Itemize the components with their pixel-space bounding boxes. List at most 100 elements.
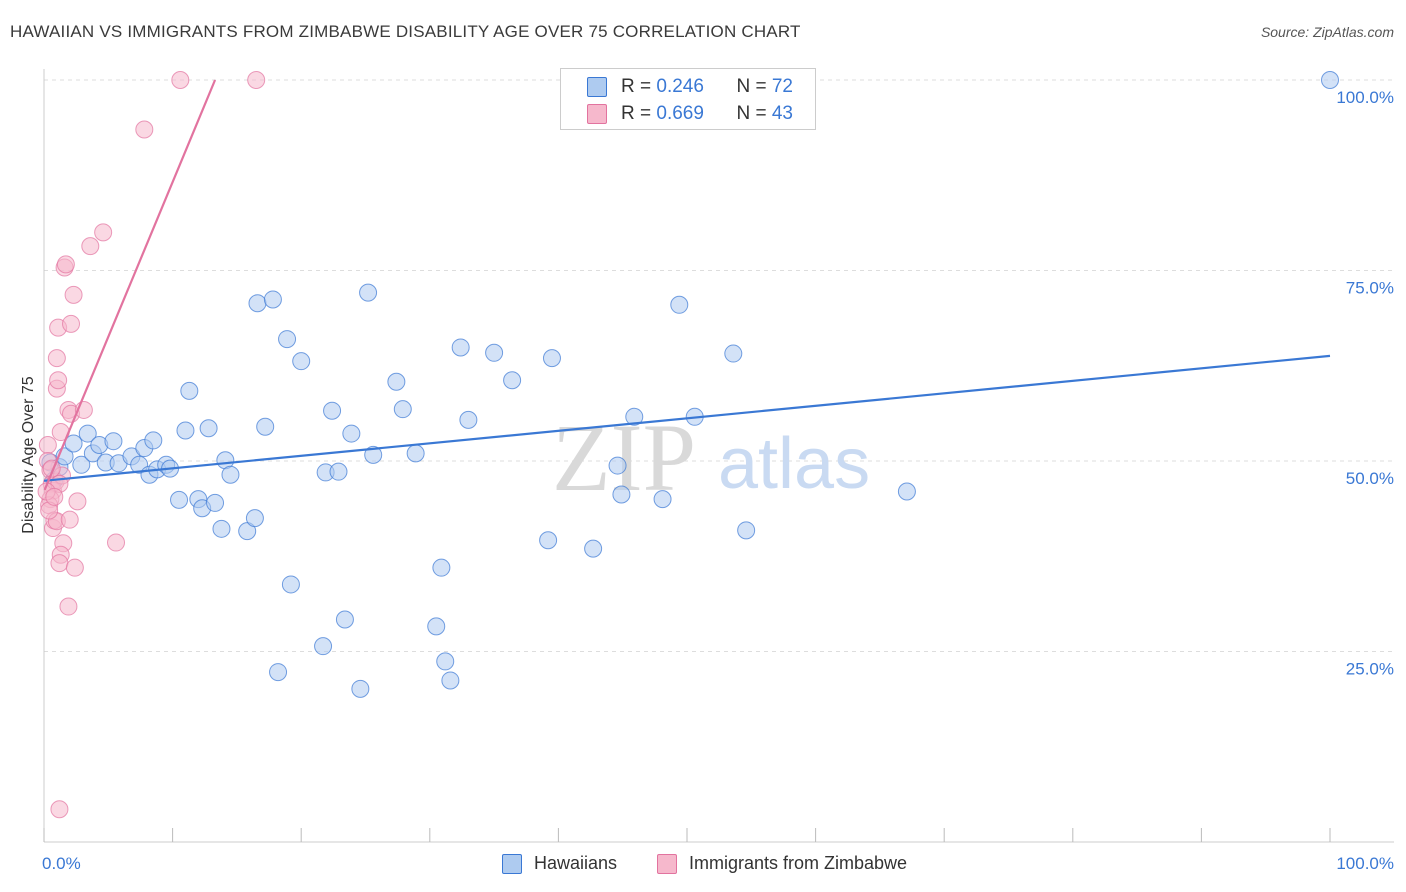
hawaiians-point xyxy=(72,455,91,474)
hawaiians-point xyxy=(221,465,240,484)
n-label: N = xyxy=(736,103,772,124)
zimbabwe-swatch xyxy=(587,104,607,124)
hawaiians-points xyxy=(41,71,1339,698)
zimbabwe-point xyxy=(59,597,78,616)
hawaiians-legend-swatch xyxy=(502,854,522,874)
x-tick-labels: 0.0% 100.0% xyxy=(42,854,1394,873)
zimbabwe-point xyxy=(64,285,83,304)
zimbabwe-point xyxy=(50,800,69,819)
hawaiians-point xyxy=(278,330,297,349)
zimbabwe-point xyxy=(135,120,154,139)
r-value-zimbabwe: 0.669 xyxy=(656,103,704,124)
r-value-hawaiians: 0.246 xyxy=(656,76,704,97)
hawaiians-point xyxy=(314,637,333,656)
hawaiians-point xyxy=(612,485,631,504)
zimbabwe-point xyxy=(56,255,75,274)
hawaiians-point xyxy=(176,421,195,440)
hawaiians-point xyxy=(104,432,123,451)
hawaiians-point xyxy=(359,283,378,302)
zimbabwe-legend-swatch xyxy=(657,854,677,874)
zimbabwe-point xyxy=(38,435,57,454)
hawaiians-point xyxy=(281,575,300,594)
hawaiians-point xyxy=(897,482,916,501)
hawaiians-trend-line xyxy=(43,354,1331,482)
zimbabwe-point xyxy=(94,223,113,242)
hawaiians-point xyxy=(393,400,412,419)
hawaiians-point xyxy=(503,371,522,390)
y-tick-label: 25.0% xyxy=(1346,660,1394,679)
hawaiians-point xyxy=(451,338,470,357)
hawaiians-point xyxy=(269,663,288,682)
zimbabwe-point xyxy=(171,71,190,89)
n-value-hawaiians: 72 xyxy=(771,76,793,97)
zimbabwe-point xyxy=(60,510,79,529)
hawaiians-point xyxy=(199,419,218,438)
hawaiians-point xyxy=(1321,71,1339,89)
zimbabwe-point xyxy=(45,487,64,506)
trend-lines xyxy=(43,79,1331,491)
hawaiians-point xyxy=(737,521,756,540)
hawaiians-point xyxy=(625,407,644,426)
hawaiians-point xyxy=(245,509,264,528)
hawaiians-point xyxy=(351,679,370,698)
hawaiians-point xyxy=(432,558,451,577)
zimbabwe-point xyxy=(65,558,84,577)
zimbabwe-legend-label: Immigrants from Zimbabwe xyxy=(689,853,908,873)
hawaiians-point xyxy=(263,290,282,309)
hawaiians-point xyxy=(248,294,267,313)
y-tick-label: 50.0% xyxy=(1346,469,1394,488)
zimbabwe-point xyxy=(49,371,68,390)
n-value-zimbabwe: 43 xyxy=(771,103,793,124)
hawaiians-point xyxy=(342,424,361,443)
zimbabwe-point xyxy=(47,349,66,368)
hawaiians-point xyxy=(584,539,603,558)
hawaiians-point xyxy=(539,531,558,550)
r-label: R = xyxy=(621,76,657,97)
hawaiians-point xyxy=(653,490,672,509)
y-tick-labels: 25.0% 50.0% 75.0% 100.0% xyxy=(1336,88,1394,679)
hawaiians-point xyxy=(427,617,446,636)
zimbabwe-point xyxy=(50,554,69,573)
hawaiians-point xyxy=(387,372,406,391)
r-label: R = xyxy=(621,103,657,124)
hawaiians-point xyxy=(364,445,383,464)
hawaiians-point xyxy=(292,352,311,371)
hawaiians-point xyxy=(406,444,425,463)
gridlines xyxy=(44,79,1394,652)
hawaiians-point xyxy=(323,401,342,420)
hawaiians-point xyxy=(170,490,189,509)
x-tick-label-min: 0.0% xyxy=(42,854,81,873)
hawaiians-point xyxy=(206,493,225,512)
x-tick-label-max: 100.0% xyxy=(1336,854,1394,873)
zimbabwe-point xyxy=(68,492,87,511)
hawaiians-point xyxy=(212,519,231,538)
hawaiians-point xyxy=(542,349,561,368)
hawaiians-point xyxy=(436,652,455,671)
zimbabwe-point xyxy=(81,237,100,256)
hawaiians-point xyxy=(78,424,97,443)
correlation-legend: R = 0.246 N = 72 R = 0.669 N = 43 xyxy=(560,68,816,130)
hawaiians-point xyxy=(329,462,348,481)
hawaiians-point xyxy=(724,344,743,363)
n-label: N = xyxy=(736,76,772,97)
chart-title: HAWAIIAN VS IMMIGRANTS FROM ZIMBABWE DIS… xyxy=(10,22,801,41)
y-tick-label: 100.0% xyxy=(1336,88,1394,107)
hawaiians-point xyxy=(608,456,627,475)
hawaiians-point xyxy=(459,410,478,429)
hawaiians-legend-label: Hawaiians xyxy=(534,853,618,873)
hawaiians-point xyxy=(256,417,275,436)
watermark: ZIP atlas xyxy=(552,404,870,511)
watermark-atlas: atlas xyxy=(718,424,870,504)
hawaiians-point xyxy=(670,295,689,314)
hawaiians-point xyxy=(485,343,504,362)
y-tick-label: 75.0% xyxy=(1346,279,1394,298)
zimbabwe-trend-line xyxy=(43,79,217,491)
hawaiians-point xyxy=(335,610,354,629)
hawaiians-point xyxy=(180,381,199,400)
zimbabwe-point xyxy=(62,314,81,333)
hawaiians-swatch xyxy=(587,77,607,97)
source-label: Source: ZipAtlas.com xyxy=(1260,24,1394,40)
hawaiians-point xyxy=(144,431,163,450)
x-tick-marks xyxy=(43,828,1331,842)
zimbabwe-point xyxy=(247,71,266,89)
